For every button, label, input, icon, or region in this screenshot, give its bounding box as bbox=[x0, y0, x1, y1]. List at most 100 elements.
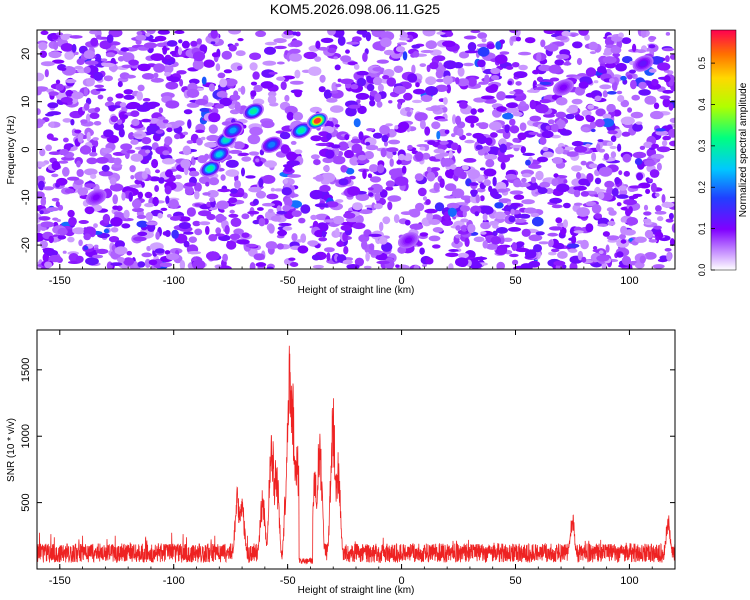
heatmap-cell bbox=[228, 44, 237, 52]
heatmap-cell bbox=[315, 174, 324, 182]
heatmap-cell bbox=[332, 215, 345, 225]
heatmap-cell bbox=[484, 74, 490, 85]
heatmap-cell bbox=[535, 231, 545, 236]
heatmap-cell bbox=[219, 265, 232, 269]
heatmap-cell bbox=[581, 256, 587, 263]
heatmap-cell bbox=[59, 148, 69, 156]
heatmap-cell bbox=[650, 182, 657, 193]
heatmap-cell bbox=[511, 242, 518, 251]
heatmap-cell bbox=[634, 236, 647, 243]
heatmap-cell bbox=[77, 187, 89, 196]
heatmap-cell bbox=[352, 202, 363, 211]
heatmap-cell bbox=[502, 95, 517, 99]
heatmap-cell bbox=[354, 257, 364, 267]
heatmap-cell bbox=[661, 194, 666, 204]
heatmap-cell bbox=[250, 90, 257, 97]
heatmap-cell bbox=[85, 257, 99, 266]
heatmap-cell bbox=[429, 156, 436, 162]
heatmap-cell bbox=[362, 32, 367, 38]
heatmap-cell bbox=[435, 84, 448, 93]
heatmap-cell bbox=[90, 174, 97, 179]
heatmap-cell bbox=[669, 140, 675, 147]
heatmap-cell bbox=[381, 134, 389, 143]
heatmap-cell bbox=[610, 46, 622, 54]
heatmap-cell bbox=[229, 233, 241, 240]
heatmap-cell bbox=[372, 76, 383, 86]
heatmap-cell bbox=[606, 141, 614, 147]
colorbar-ticks: 0.0 0.1 0.2 0.3 0.4 0.5 bbox=[697, 57, 715, 276]
heatmap-cell bbox=[323, 89, 332, 100]
heatmap-cell bbox=[379, 124, 390, 135]
heatmap-cell bbox=[476, 43, 489, 48]
heatmap-cell bbox=[606, 235, 620, 241]
heatmap-cell bbox=[432, 227, 444, 233]
heatmap-cell bbox=[78, 239, 83, 247]
heatmap-cell bbox=[665, 55, 670, 63]
heatmap-cell bbox=[553, 260, 566, 266]
heatmap-cell bbox=[367, 187, 374, 191]
heatmap-cell bbox=[217, 188, 231, 193]
spectrogram-y-axis-label: Frequency (Hz) bbox=[6, 116, 17, 185]
heatmap-cell bbox=[455, 225, 461, 231]
heatmap-cell bbox=[76, 58, 85, 65]
heatmap-cell bbox=[143, 42, 157, 49]
heatmap-cell bbox=[312, 264, 324, 269]
heatmap-cell bbox=[467, 223, 476, 234]
heatmap-cell bbox=[528, 234, 543, 242]
snr-y-axis-label: SNR (10 * v/v) bbox=[6, 418, 17, 482]
heatmap-cell bbox=[669, 238, 675, 247]
heatmap-cell bbox=[290, 40, 303, 48]
heatmap-cell bbox=[386, 77, 397, 87]
heatmap-cell bbox=[255, 30, 267, 37]
heatmap-cell bbox=[524, 37, 536, 44]
heatmap-cell bbox=[430, 49, 442, 56]
heatmap-cell bbox=[496, 261, 505, 269]
heatmap-cell bbox=[464, 50, 478, 54]
heatmap-cell bbox=[595, 143, 601, 152]
heatmap-cell bbox=[120, 143, 133, 151]
heatmap-cell bbox=[51, 160, 61, 171]
heatmap-cell bbox=[245, 175, 256, 179]
heatmap-cell bbox=[133, 236, 147, 242]
heatmap-cell bbox=[314, 56, 322, 62]
heatmap-cell bbox=[555, 146, 564, 155]
heatmap-cell bbox=[178, 222, 191, 230]
heatmap-cell bbox=[632, 193, 643, 197]
heatmap-cell bbox=[309, 189, 323, 200]
heatmap-cell bbox=[462, 209, 467, 218]
heatmap-cell bbox=[607, 130, 618, 135]
heatmap-cell bbox=[489, 188, 499, 198]
heatmap-cell bbox=[458, 51, 470, 59]
heatmap-cell bbox=[176, 70, 187, 75]
heatmap-cell bbox=[264, 160, 277, 168]
heatmap-cell bbox=[350, 138, 362, 144]
heatmap-cell bbox=[549, 226, 563, 231]
heatmap-cell bbox=[276, 76, 286, 81]
heatmap-cell bbox=[483, 179, 492, 187]
heatmap-cell bbox=[186, 140, 194, 144]
heatmap-cell bbox=[436, 130, 441, 140]
heatmap-cell bbox=[164, 250, 171, 255]
heatmap-cell bbox=[261, 174, 276, 184]
heatmap-cell bbox=[128, 192, 133, 202]
heatmap-cell bbox=[507, 227, 522, 232]
heatmap-cell bbox=[210, 30, 218, 39]
heatmap-cell bbox=[514, 218, 527, 223]
heatmap-cell bbox=[635, 121, 643, 125]
heatmap-cell bbox=[158, 177, 165, 184]
heatmap-cell bbox=[202, 192, 211, 196]
heatmap-cell bbox=[380, 37, 392, 48]
heatmap-cell bbox=[43, 186, 55, 191]
x-tick-label: 100 bbox=[620, 275, 638, 287]
heatmap-cell bbox=[551, 248, 560, 253]
heatmap-cell bbox=[515, 81, 522, 86]
heatmap-cell bbox=[325, 201, 339, 208]
heatmap-cell bbox=[106, 34, 114, 44]
heatmap-cell bbox=[69, 35, 83, 39]
heatmap-cell bbox=[215, 63, 221, 72]
heatmap-cell bbox=[145, 149, 151, 154]
heatmap-cell bbox=[502, 237, 513, 242]
heatmap-cell bbox=[121, 223, 131, 229]
heatmap-cell bbox=[335, 227, 340, 237]
heatmap-cell bbox=[190, 156, 196, 166]
